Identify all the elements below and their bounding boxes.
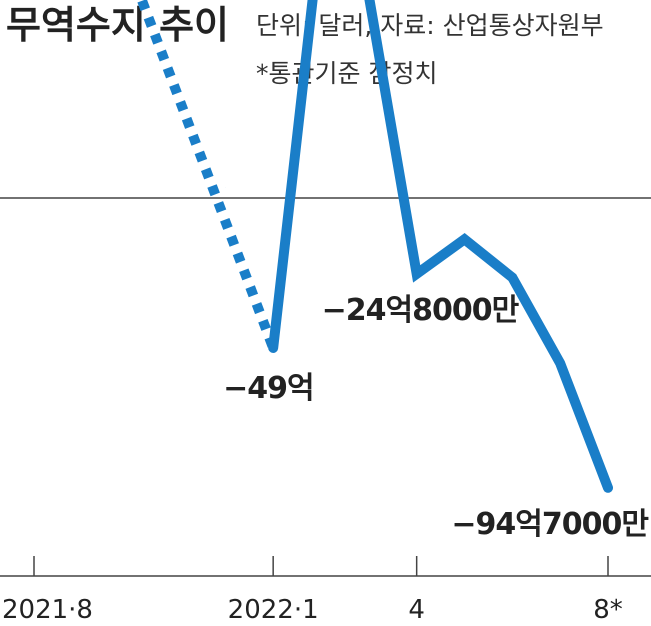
chart-footnote: *통관기준 잠정치 — [256, 59, 437, 88]
data-label-1: −49억 — [223, 371, 314, 406]
x-tick-label-1: 2022·1 — [228, 595, 319, 625]
data-label-2: −24억8000만 — [322, 293, 520, 328]
x-ticks: 2021·8 2022·1 4 8* — [2, 556, 623, 625]
x-tick-label-3: 8* — [593, 595, 623, 625]
data-labels: 15억8000만−49억−24억8000만−94억7000만 — [223, 293, 650, 542]
series-trade-balance — [136, 0, 613, 493]
x-tick-label-0: 2021·8 — [2, 595, 93, 625]
line-segment-dotted — [136, 0, 278, 350]
x-tick-label-2: 4 — [408, 595, 425, 625]
line-segment-solid — [268, 0, 613, 493]
chart-title: 무역수지 추이 — [6, 3, 229, 47]
data-label-3: −94억7000만 — [451, 507, 649, 542]
